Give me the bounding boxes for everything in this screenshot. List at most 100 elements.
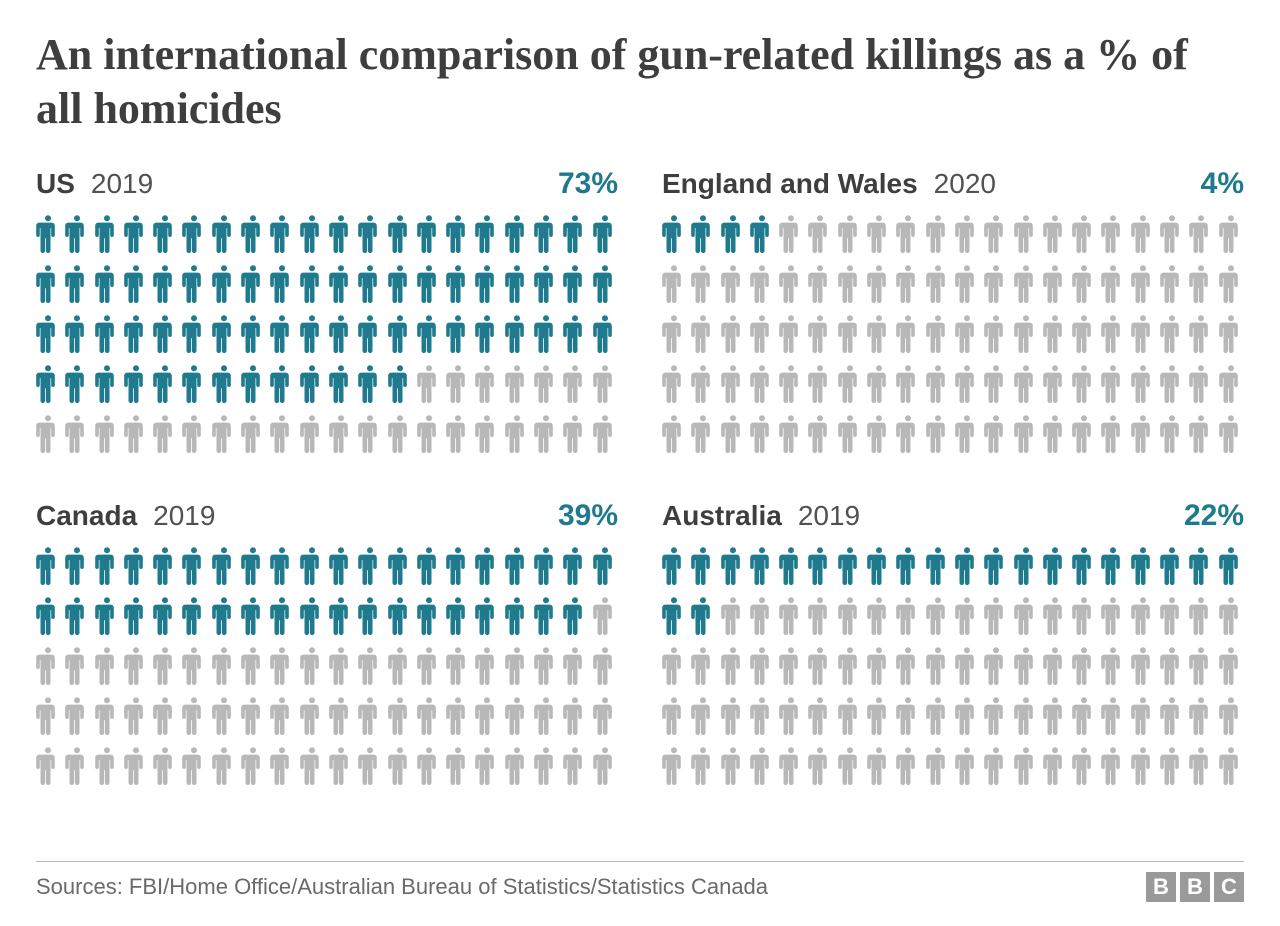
person-icon [808, 595, 832, 637]
person-icon [329, 413, 353, 455]
person-icon [300, 363, 324, 405]
person-icon [662, 213, 686, 255]
person-icon [984, 313, 1008, 355]
person-icon [1043, 363, 1067, 405]
person-icon [65, 745, 89, 787]
person-icon [750, 213, 774, 255]
person-icon [65, 263, 89, 305]
person-icon [241, 213, 265, 255]
person-icon [388, 413, 412, 455]
person-icon [1219, 695, 1243, 737]
person-icon [984, 545, 1008, 587]
person-icon [65, 313, 89, 355]
person-icon [896, 645, 920, 687]
person-icon [838, 545, 862, 587]
person-icon [1014, 313, 1038, 355]
person-icon [896, 745, 920, 787]
person-icon [241, 263, 265, 305]
person-icon [505, 745, 529, 787]
person-icon [1014, 695, 1038, 737]
person-icon [691, 745, 715, 787]
person-icon [750, 263, 774, 305]
person-icon [417, 363, 441, 405]
person-icon [1160, 313, 1184, 355]
person-icon [1131, 363, 1155, 405]
person-icon [1072, 545, 1096, 587]
person-icon [1160, 645, 1184, 687]
person-icon [1189, 595, 1213, 637]
person-icon [212, 545, 236, 587]
person-icon [65, 363, 89, 405]
person-icon [212, 313, 236, 355]
person-icon [808, 545, 832, 587]
person-icon [662, 645, 686, 687]
person-icon [691, 545, 715, 587]
person-icon [721, 213, 745, 255]
person-icon [1014, 545, 1038, 587]
person-icon [475, 363, 499, 405]
person-icon [182, 545, 206, 587]
person-icon [808, 645, 832, 687]
person-icon [534, 313, 558, 355]
person-icon [662, 413, 686, 455]
person-icon [388, 313, 412, 355]
person-icon [750, 595, 774, 637]
person-icon [779, 545, 803, 587]
person-icon [329, 695, 353, 737]
person-icon [867, 313, 891, 355]
person-icon [593, 313, 617, 355]
person-icon [1101, 745, 1125, 787]
person-icon [808, 413, 832, 455]
person-icon [300, 645, 324, 687]
person-icon [124, 745, 148, 787]
person-icon [358, 645, 382, 687]
pictogram-grid [36, 213, 618, 455]
person-icon [593, 595, 617, 637]
person-icon [593, 545, 617, 587]
person-icon [270, 413, 294, 455]
person-icon [95, 545, 119, 587]
person-icon [182, 313, 206, 355]
person-icon [896, 213, 920, 255]
person-icon [691, 363, 715, 405]
person-icon [36, 313, 60, 355]
person-icon [417, 645, 441, 687]
person-icon [358, 595, 382, 637]
person-icon [388, 263, 412, 305]
person-icon [36, 363, 60, 405]
bbc-logo-letter: B [1180, 872, 1210, 902]
person-icon [1014, 263, 1038, 305]
person-icon [1014, 745, 1038, 787]
person-icon [270, 363, 294, 405]
person-icon [838, 213, 862, 255]
person-icon [926, 213, 950, 255]
person-icon [955, 695, 979, 737]
person-icon [1131, 545, 1155, 587]
person-icon [662, 695, 686, 737]
person-icon [65, 413, 89, 455]
person-icon [534, 363, 558, 405]
person-icon [329, 263, 353, 305]
person-icon [36, 695, 60, 737]
person-icon [1189, 213, 1213, 255]
person-icon [662, 545, 686, 587]
person-icon [417, 695, 441, 737]
person-icon [241, 645, 265, 687]
person-icon [153, 213, 177, 255]
year-label: 2019 [153, 500, 215, 532]
person-icon [36, 413, 60, 455]
person-icon [750, 695, 774, 737]
person-icon [1101, 363, 1125, 405]
person-icon [534, 695, 558, 737]
person-icon [779, 413, 803, 455]
person-icon [329, 213, 353, 255]
year-label: 2019 [798, 500, 860, 532]
person-icon [779, 695, 803, 737]
person-icon [300, 695, 324, 737]
person-icon [808, 263, 832, 305]
person-icon [270, 645, 294, 687]
person-icon [446, 645, 470, 687]
person-icon [1131, 413, 1155, 455]
person-icon [779, 745, 803, 787]
person-icon [505, 263, 529, 305]
